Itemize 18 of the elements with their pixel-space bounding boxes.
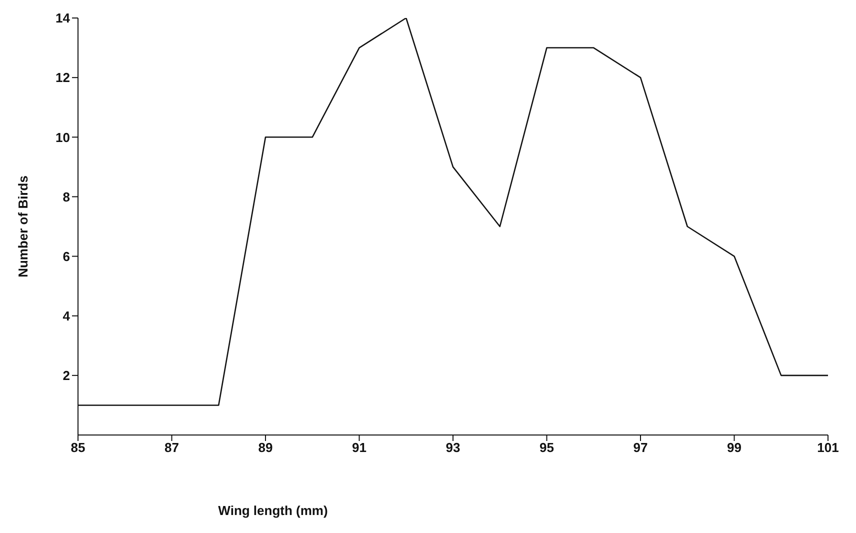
x-tick-label: 93 [446, 440, 460, 456]
x-axis-title: Wing length (mm) [218, 503, 328, 518]
y-axis-title: Number of Birds [16, 176, 31, 278]
x-tick-label: 85 [70, 440, 86, 456]
x-tick-label: 89 [258, 440, 273, 456]
y-tick-label: 8 [62, 189, 70, 204]
y-tick-label: 10 [56, 130, 70, 145]
y-tick-label: 14 [56, 10, 71, 26]
x-tick-label: 87 [164, 440, 179, 456]
x-tick-label: 95 [540, 440, 554, 456]
x-tick-label: 99 [727, 440, 742, 456]
x-tick-label: 101 [817, 440, 839, 456]
y-tick-label: 12 [56, 70, 70, 86]
y-tick-label: 6 [62, 248, 70, 264]
x-tick-label: 97 [633, 440, 648, 456]
y-tick-label: 2 [62, 368, 70, 384]
y-tick-label: 4 [62, 308, 71, 324]
x-tick-label: 91 [352, 440, 366, 456]
